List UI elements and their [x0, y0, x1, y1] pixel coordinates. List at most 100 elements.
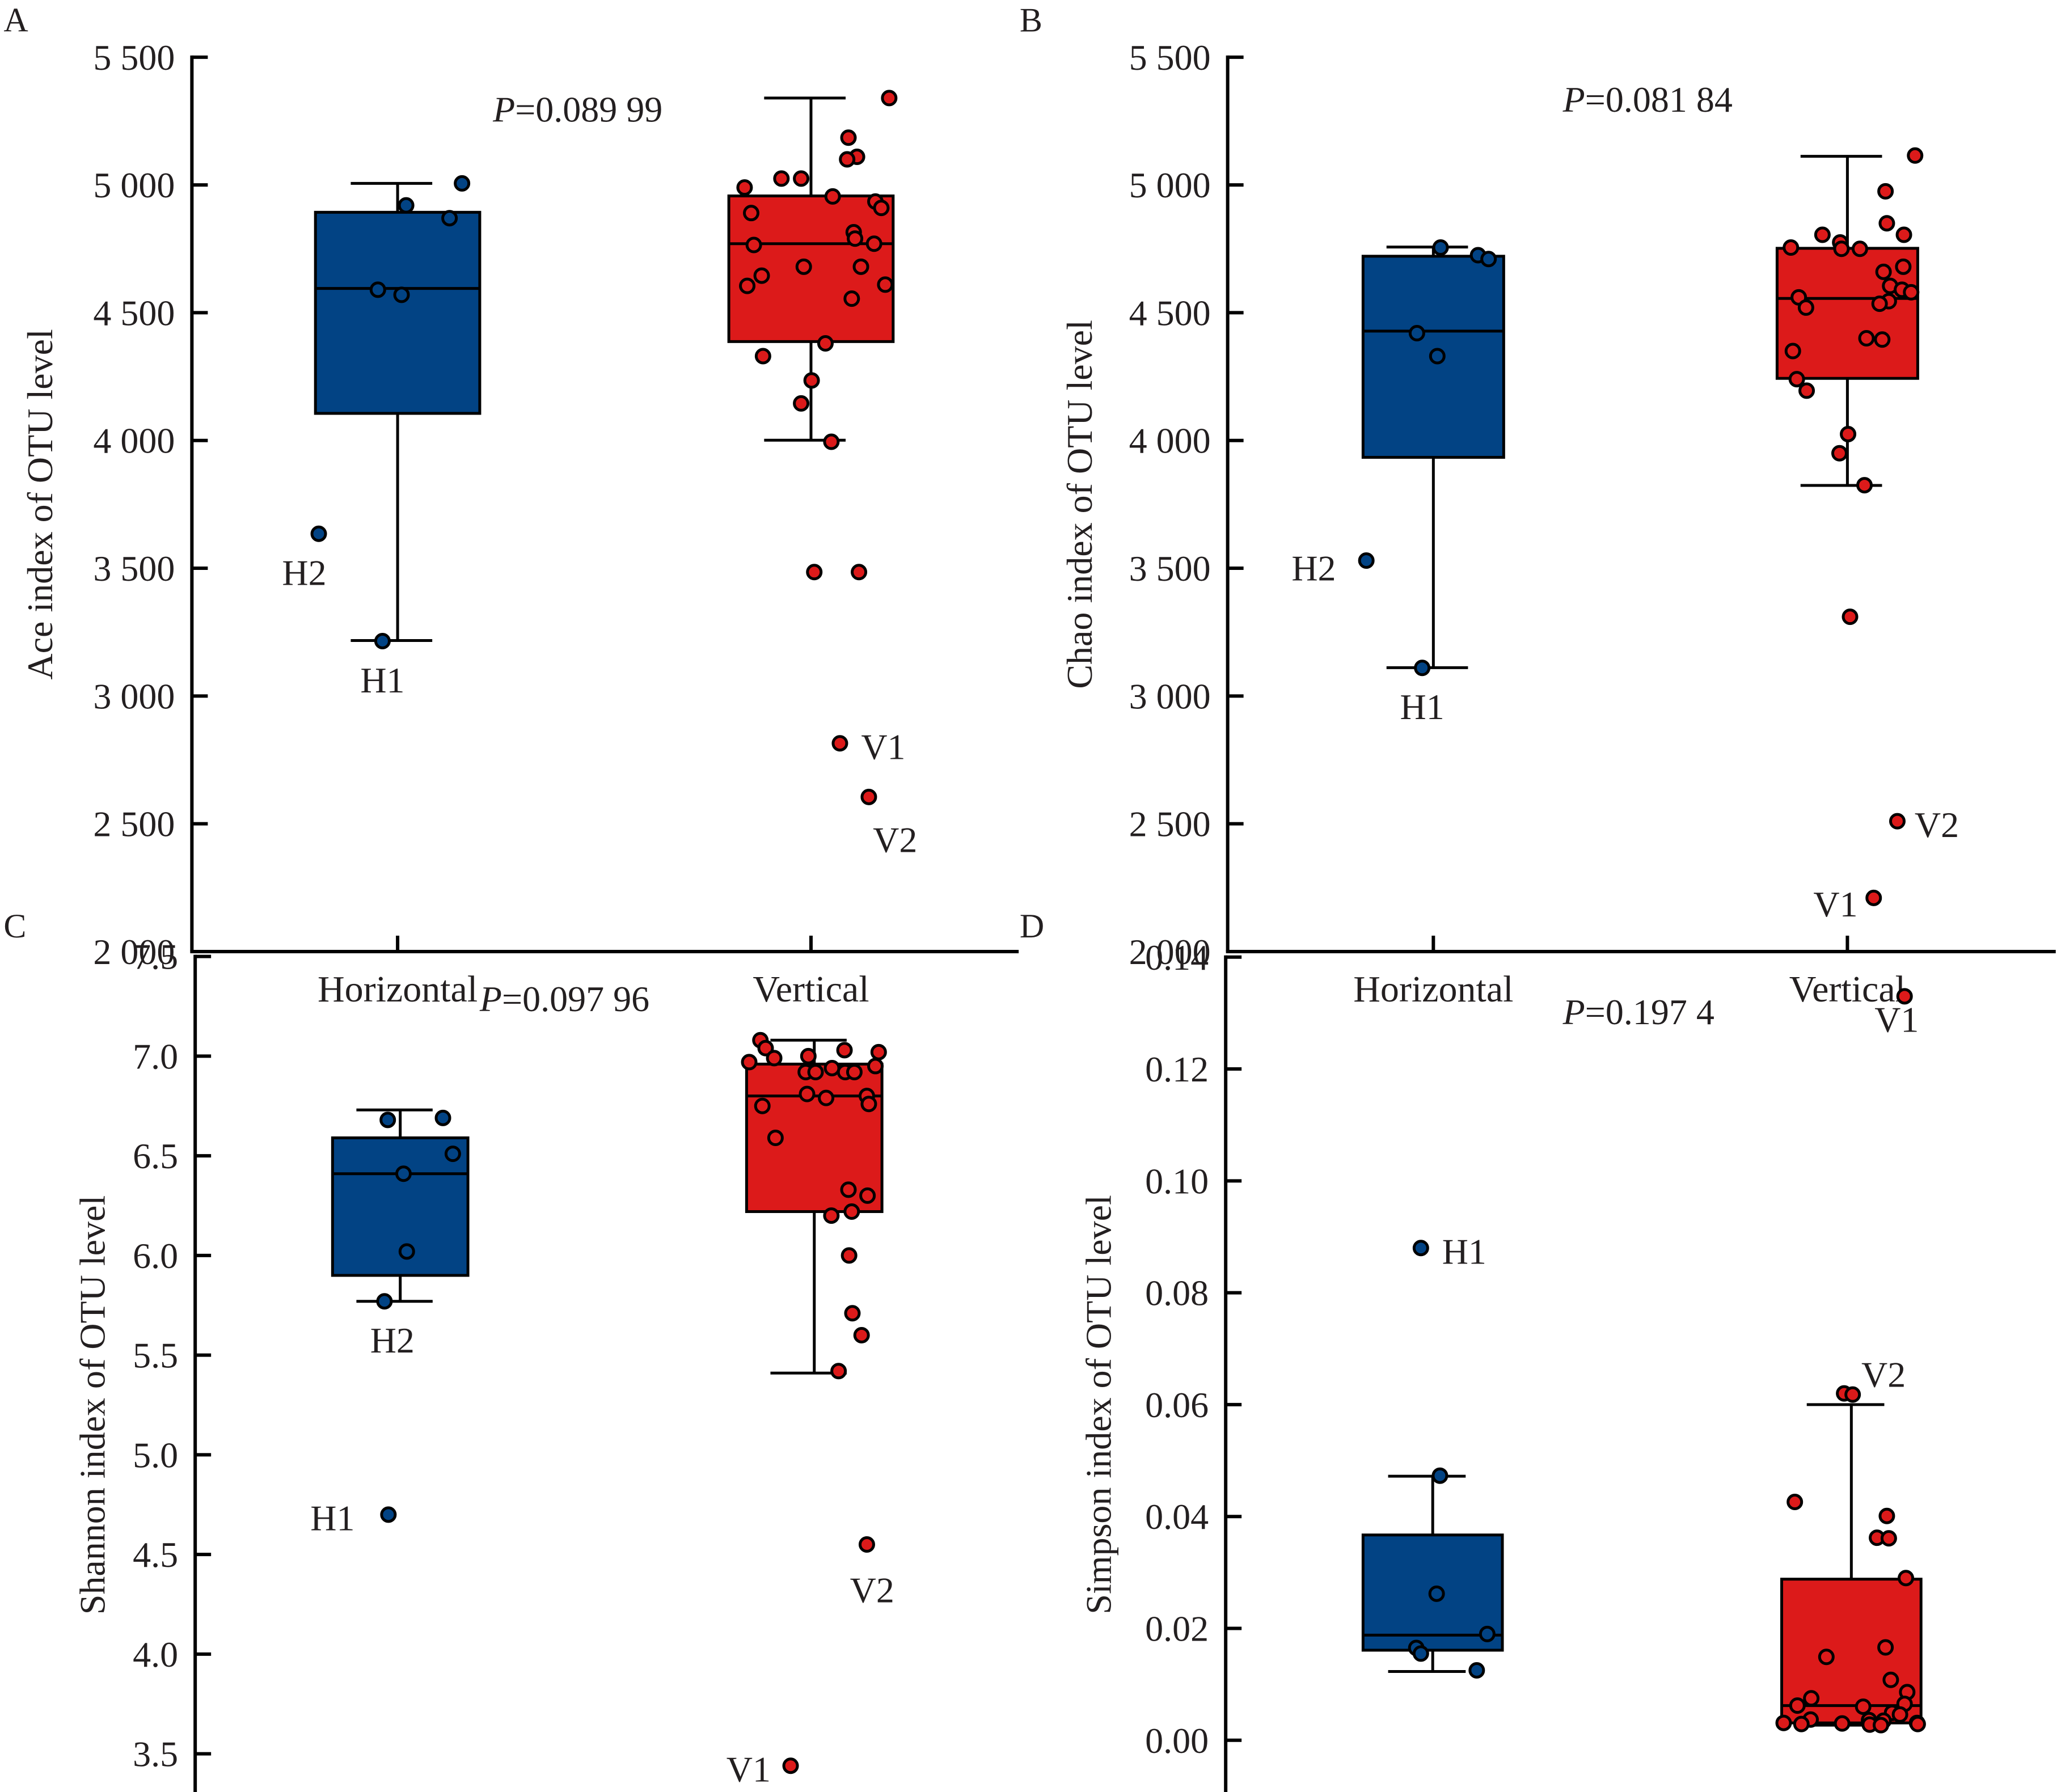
data-point [745, 236, 762, 253]
data-point [1898, 1570, 1915, 1587]
y-tick-label: 0.12 [1145, 1049, 1209, 1089]
data-point [806, 564, 823, 581]
data-point [753, 267, 770, 284]
data-point [369, 281, 386, 298]
data-point [1480, 251, 1497, 268]
data-point [441, 210, 458, 227]
y-tick-label: 3 000 [93, 676, 175, 716]
data-point [1479, 1625, 1496, 1642]
data-point [800, 1047, 817, 1064]
data-point [858, 1536, 875, 1553]
p-symbol: P [1562, 992, 1585, 1032]
data-point [865, 235, 882, 252]
y-tick-label: 3 500 [93, 548, 175, 589]
data-point [843, 290, 860, 307]
p-value-annotation: P=0.089 99 [492, 89, 662, 129]
data-point [1784, 343, 1801, 360]
y-tick-label: 0.14 [1145, 937, 1209, 978]
data-point [1831, 445, 1848, 462]
box-iqr [314, 210, 482, 415]
p-value: =0.081 84 [1585, 79, 1733, 120]
y-tick-label: 0.00 [1145, 1721, 1209, 1761]
data-point [793, 170, 810, 187]
data-point [803, 372, 820, 389]
data-point [754, 348, 771, 365]
outlier-label-v1: V1 [727, 1749, 771, 1790]
series-vertical: V2 V1 [1775, 147, 1959, 924]
y-tick-label: 4 500 [1129, 293, 1211, 333]
y-tick-label: 3 500 [1129, 548, 1211, 589]
series-horizontal: H2 H1 [282, 175, 482, 700]
data-point [1895, 258, 1912, 275]
y-tick-label: 0.02 [1145, 1608, 1209, 1649]
outlier-label-v1: V1 [861, 727, 905, 767]
y-tick-label: 5.5 [133, 1335, 178, 1376]
y-axis-label: Shannon index of OTU level [73, 1195, 113, 1615]
y-tick-label: 6.0 [133, 1236, 178, 1276]
p-value-annotation: P=0.097 96 [479, 979, 649, 1019]
data-point [831, 735, 848, 752]
series-horizontal: H2 H1 [1291, 239, 1505, 727]
data-point [870, 1043, 887, 1060]
data-point [844, 1305, 861, 1322]
data-point [398, 197, 415, 214]
y-tick-label: 7.5 [133, 937, 178, 977]
y-tick-label: 6.5 [133, 1136, 178, 1176]
y-tick-label: 3 000 [1129, 676, 1211, 716]
data-point [374, 632, 391, 649]
y-tick-label: 5 500 [1129, 37, 1211, 78]
data-point [847, 230, 864, 247]
y-tick-label: 3.5 [133, 1734, 178, 1774]
y-tick-label: 5 000 [1129, 165, 1211, 205]
data-point [1907, 147, 1924, 164]
p-symbol: P [1562, 79, 1585, 120]
series-horizontal: H1 [1361, 1232, 1504, 1679]
data-point [860, 1096, 877, 1113]
data-point [1414, 660, 1431, 677]
y-tick-label: 5 500 [93, 37, 175, 78]
data-point [830, 1363, 847, 1380]
y-tick-label: 2 500 [1129, 804, 1211, 844]
outlier-label-h2: H2 [370, 1320, 415, 1360]
panel-d: D−0.020.000.020.040.060.080.100.120.14Si… [1020, 907, 1926, 1792]
data-point [877, 276, 894, 293]
data-point [767, 1129, 784, 1146]
data-point [739, 277, 756, 294]
data-point [1797, 299, 1814, 316]
data-point [310, 525, 327, 542]
p-symbol: P [492, 89, 515, 129]
outlier-label-h2: H2 [282, 553, 326, 593]
p-value-annotation: P=0.197 4 [1562, 992, 1714, 1032]
y-axis-label: Ace index of OTU level [20, 329, 60, 679]
data-point [1891, 1706, 1908, 1723]
y-tick-label: 4.5 [133, 1535, 178, 1575]
data-point [1865, 889, 1882, 906]
data-point [1834, 1715, 1851, 1732]
data-point [1842, 608, 1859, 625]
data-point [754, 1097, 771, 1114]
data-point [839, 151, 856, 168]
panel-b: B 2 000 2 500 3 000 3 500 4 000 4 500 5 000 5 50… [1020, 2, 2056, 1010]
data-point [1844, 1386, 1861, 1403]
data-point [1787, 1494, 1804, 1511]
data-point [736, 179, 753, 196]
y-tick-label: 4 500 [93, 293, 175, 333]
data-point [1851, 240, 1868, 257]
p-symbol: P [479, 979, 502, 1019]
data-point [1793, 1715, 1810, 1732]
outlier-label-v2: V2 [1915, 805, 1959, 845]
data-point [743, 205, 760, 222]
data-point [757, 1039, 774, 1056]
outlier-label-h1: H1 [1400, 687, 1445, 727]
outlier-label-v2: V2 [873, 820, 917, 860]
y-tick-label: 0.08 [1145, 1273, 1209, 1313]
data-point [741, 1054, 758, 1071]
data-point [1877, 183, 1894, 200]
data-point [840, 1181, 857, 1198]
data-point [1889, 813, 1906, 830]
series-vertical: V1 V2 [1775, 988, 1926, 1734]
p-value: =0.097 96 [502, 979, 649, 1019]
y-tick-label: 2 500 [93, 804, 175, 844]
y-tick-label: 5 000 [93, 165, 175, 205]
